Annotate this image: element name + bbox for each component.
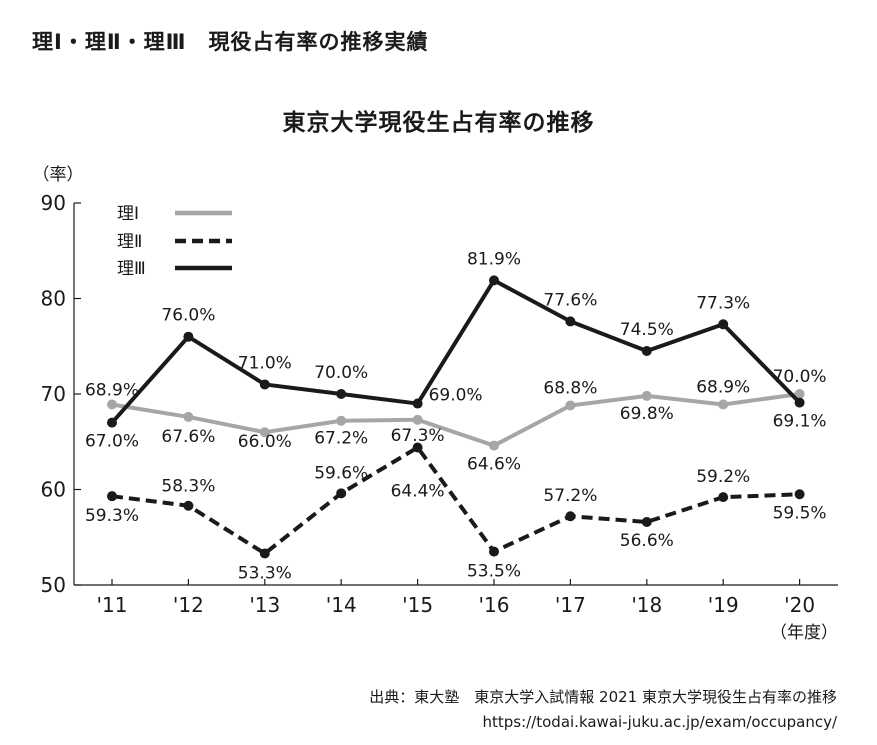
data-label-s1: 68.9%	[85, 381, 139, 401]
data-point-s3	[107, 417, 117, 428]
data-point-s2	[565, 511, 576, 522]
data-point-s1	[565, 400, 576, 411]
data-label-s2: 59.2%	[696, 467, 750, 487]
data-label-s2: 58.3%	[161, 477, 215, 497]
data-label-s2: 53.3%	[238, 563, 292, 583]
data-point-s2	[641, 516, 652, 527]
legend-label-1: 理Ⅰ	[117, 204, 139, 224]
source-url: https://todai.kawai-juku.ac.jp/exam/occu…	[482, 713, 837, 731]
x-tick-label: '18	[631, 593, 662, 617]
data-label-s3: 67.0%	[85, 432, 139, 452]
x-axis-label: （年度）	[770, 623, 838, 643]
data-point-s2	[336, 488, 347, 499]
x-tick-label: '14	[326, 593, 357, 617]
data-point-s3	[794, 397, 805, 408]
data-point-s1	[489, 440, 499, 451]
x-tick-label: '12	[173, 593, 204, 617]
data-point-s3	[259, 379, 270, 390]
data-label-s2: 59.6%	[314, 463, 368, 483]
occupancy-line-chart: 50 60 70 80 90 （率） '11 '12 '13 '14 '15 '16 '17 '18 '19…	[33, 165, 838, 643]
x-tick-label: '15	[402, 593, 433, 617]
data-label-s2: 53.5%	[467, 562, 521, 582]
data-label-s1: 68.9%	[696, 378, 750, 398]
data-label-s3: 77.6%	[543, 290, 597, 310]
data-label-s2: 57.2%	[543, 486, 597, 506]
data-point-s1	[107, 399, 117, 410]
data-label-s3: 74.5%	[620, 320, 674, 340]
data-point-s3	[565, 316, 576, 327]
data-point-s1	[641, 390, 652, 401]
series-line-3	[110, 278, 802, 424]
data-point-s2	[259, 548, 270, 559]
data-point-s1	[183, 411, 194, 422]
data-label-s3: 69.1%	[773, 412, 827, 432]
data-point-s3	[336, 389, 347, 399]
data-point-s1	[412, 414, 423, 425]
data-point-s3	[489, 275, 499, 286]
x-tick-label: '17	[555, 593, 586, 617]
data-point-s1	[336, 415, 347, 426]
data-point-s2	[794, 489, 805, 500]
data-label-s3: 77.3%	[696, 293, 750, 313]
series-line-2	[111, 445, 800, 556]
data-point-s2	[489, 546, 499, 557]
data-label-s1: 67.6%	[161, 427, 215, 447]
y-tick-label: 70	[41, 382, 66, 406]
data-label-s3: 69.0%	[429, 386, 483, 406]
x-tick-label: '13	[249, 593, 280, 617]
series-line-1	[111, 392, 800, 448]
data-label-s1: 67.2%	[314, 429, 368, 449]
data-point-s3	[412, 398, 423, 409]
data-label-s3: 71.0%	[238, 353, 292, 373]
source-citation: 出典：東大塾 東京大学入試情報 2021 東京大学現役生占有率の推移	[369, 688, 837, 706]
data-label-s3: 76.0%	[161, 306, 215, 326]
data-label-s2: 59.5%	[773, 503, 827, 523]
x-tick-label: '16	[479, 593, 510, 617]
page-heading: 理Ⅰ・理Ⅱ・理Ⅲ 現役占有率の推移実績	[32, 30, 429, 54]
data-point-s1	[794, 389, 805, 399]
x-tick-label: '20	[784, 593, 815, 617]
data-point-s2	[107, 491, 117, 502]
data-label-s2: 59.3%	[85, 506, 139, 526]
data-label-s1: 66.0%	[238, 432, 292, 452]
data-point-s1	[259, 427, 270, 438]
data-point-s2	[412, 442, 423, 453]
legend-label-3: 理Ⅲ	[117, 259, 146, 279]
data-point-s3	[718, 319, 729, 330]
data-point-s3	[641, 346, 652, 357]
x-tick-label: '11	[97, 593, 128, 617]
chart-title: 東京大学現役生占有率の推移	[282, 110, 595, 136]
data-label-s1: 69.8%	[620, 404, 674, 424]
data-point-s2	[718, 492, 729, 503]
data-label-s2: 56.6%	[620, 531, 674, 551]
y-axis-label: （率）	[33, 165, 84, 185]
y-tick-label: 50	[41, 573, 66, 597]
data-label-s1: 67.3%	[391, 426, 445, 446]
data-label-s3: 70.0%	[314, 363, 368, 383]
data-label-s1: 64.6%	[467, 455, 521, 475]
data-label-s3: 81.9%	[467, 249, 521, 269]
y-tick-label: 90	[41, 191, 66, 215]
y-tick-label: 80	[41, 287, 66, 311]
x-tick-label: '19	[708, 593, 739, 617]
data-point-s1	[718, 399, 729, 410]
data-label-s2: 64.4%	[391, 481, 445, 501]
data-point-s2	[183, 500, 194, 511]
y-tick-label: 60	[41, 478, 66, 502]
data-point-s3	[183, 331, 194, 342]
data-label-s1: 70.0%	[773, 367, 827, 387]
data-label-s1: 68.8%	[543, 378, 597, 398]
legend-label-2: 理Ⅱ	[117, 232, 142, 252]
